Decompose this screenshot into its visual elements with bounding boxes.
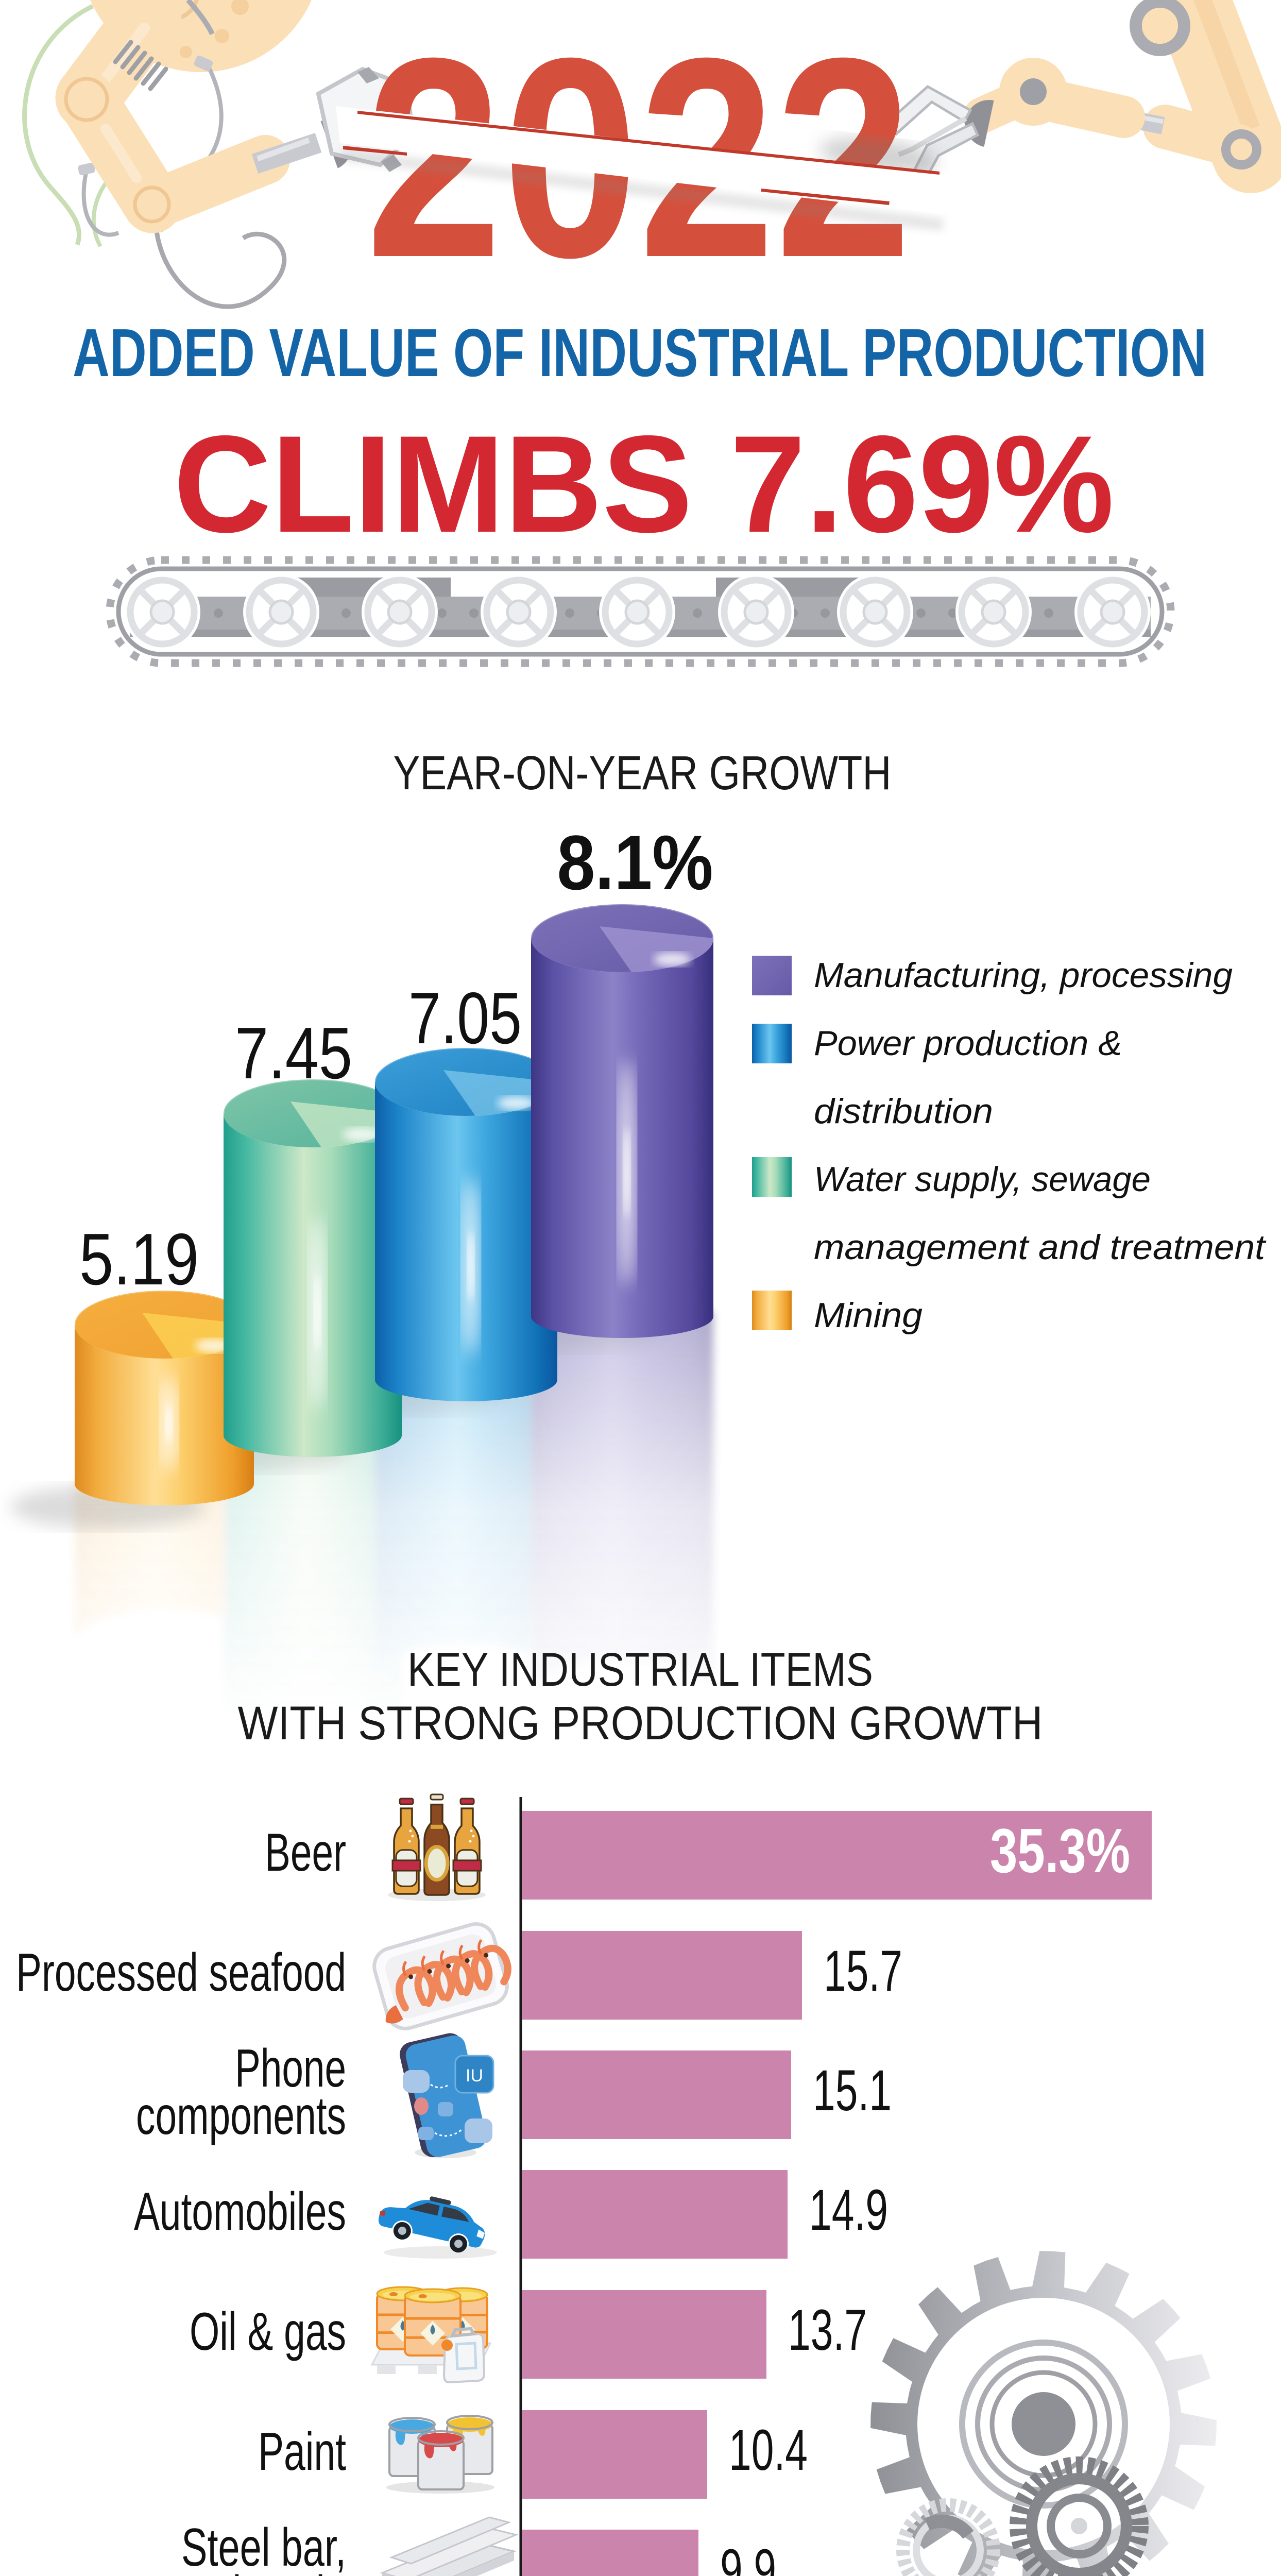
svg-text:Steel bar,: Steel bar, xyxy=(181,2518,346,2576)
svg-text:Power production &: Power production & xyxy=(814,1024,1122,1063)
svg-text:Beer: Beer xyxy=(265,1823,346,1883)
svg-text:15.1: 15.1 xyxy=(813,2058,892,2123)
svg-text:Mining: Mining xyxy=(814,1296,923,1335)
svg-text:10.4: 10.4 xyxy=(729,2418,808,2482)
svg-text:15.7: 15.7 xyxy=(824,1939,902,2003)
svg-text:YEAR-ON-YEAR GROWTH: YEAR-ON-YEAR GROWTH xyxy=(394,746,892,800)
svg-text:Manufacturing, processing: Manufacturing, processing xyxy=(814,956,1233,995)
svg-text:KEY INDUSTRIAL ITEMS: KEY INDUSTRIAL ITEMS xyxy=(407,1643,873,1696)
svg-text:IU: IU xyxy=(466,2066,483,2086)
svg-text:14.9: 14.9 xyxy=(809,2178,888,2242)
svg-text:Automobiles: Automobiles xyxy=(134,2182,346,2242)
svg-text:7.05: 7.05 xyxy=(408,977,522,1059)
svg-text:steel angle: steel angle xyxy=(160,2565,346,2576)
svg-text:7.45: 7.45 xyxy=(235,1012,352,1094)
svg-text:5.19: 5.19 xyxy=(79,1218,199,1300)
svg-text:Processed seafood: Processed seafood xyxy=(16,1943,346,2003)
svg-text:8.1%: 8.1% xyxy=(557,819,713,906)
svg-text:ADDED VALUE OF INDUSTRIAL PROD: ADDED VALUE OF INDUSTRIAL PRODUCTION xyxy=(73,315,1207,391)
svg-text:9.9: 9.9 xyxy=(720,2537,776,2576)
svg-text:components: components xyxy=(136,2086,346,2146)
svg-text:WITH STRONG PRODUCTION GROWTH: WITH STRONG PRODUCTION GROWTH xyxy=(238,1697,1043,1750)
svg-text:35.3%: 35.3% xyxy=(990,1816,1130,1886)
svg-text:distribution: distribution xyxy=(814,1092,993,1131)
svg-text:Oil & gas: Oil & gas xyxy=(190,2302,346,2362)
svg-text:Phone: Phone xyxy=(235,2039,346,2098)
svg-text:Water supply, sewage: Water supply, sewage xyxy=(814,1160,1151,1199)
svg-text:CLIMBS 7.69%: CLIMBS 7.69% xyxy=(174,406,1114,561)
svg-text:Paint: Paint xyxy=(258,2422,346,2482)
svg-text:13.7: 13.7 xyxy=(788,2298,867,2362)
svg-text:management and treatment: management and treatment xyxy=(814,1228,1267,1267)
